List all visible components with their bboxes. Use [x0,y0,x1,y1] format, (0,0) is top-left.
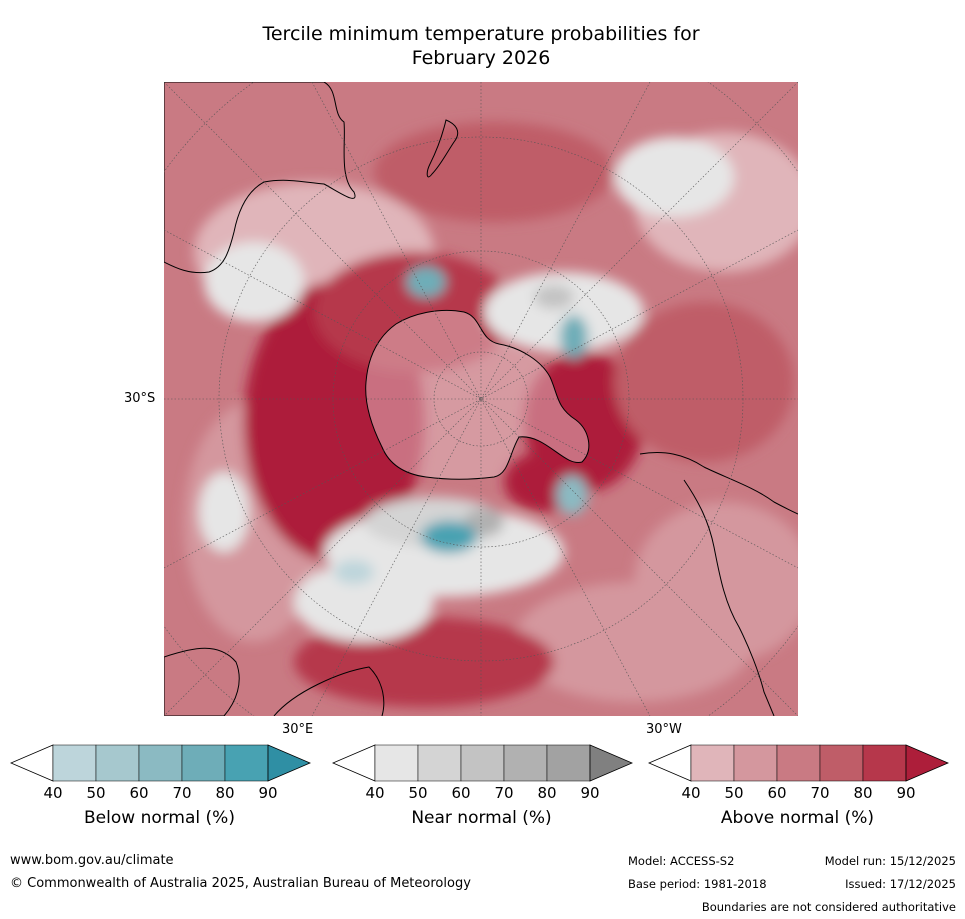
disclaimer-text: Boundaries are not considered authoritat… [701,900,956,914]
antarctica-outline [365,309,590,480]
colorbar-near-tick: 70 [494,784,514,802]
copyright-text: © Commonwealth of Australia 2025, Austra… [10,876,471,891]
colorbar-near-over [589,744,633,782]
issued-text: Issued: 17/12/2025 [845,877,956,891]
colorbar-above-over [905,744,949,782]
colorbar-below-segment [138,744,183,782]
colorbar-near-segment [374,744,419,782]
colorbar-above-segment [733,744,778,782]
lon-label-30e: 30°E [282,722,314,737]
colorbar-above-tick: 70 [810,784,830,802]
colorbar-below-tick: 50 [86,784,106,802]
model-text: Model: ACCESS-S2 [628,854,735,868]
colorbar-near [332,744,633,782]
colorbar-above-tick: 40 [681,784,701,802]
colorbar-below-tick: 90 [258,784,278,802]
colorbar-near-tick: 80 [537,784,557,802]
model-run-text: Model run: 15/12/2025 [824,854,956,868]
colorbar-below-tick: 60 [129,784,149,802]
colorbar-below-tick: 70 [172,784,192,802]
southern-africa-outline [273,666,385,716]
colorbar-near-segment [460,744,505,782]
colorbar-near-tick: 50 [408,784,428,802]
lon-label-30w: 30°W [646,722,682,737]
colorbar-below-tick: 40 [43,784,63,802]
colorbar-near-tick: 40 [365,784,385,802]
colorbar-above-title: Above normal (%) [720,808,875,828]
colorbar-near-segment [417,744,462,782]
lat-label-30s: 30°S [124,391,156,406]
colorbar-above-under [648,744,692,782]
colorbar-below-segment [52,744,97,782]
colorbar-below-title: Below normal (%) [84,808,235,828]
colorbar-near-title: Near normal (%) [411,808,552,828]
colorbar-near-tick: 60 [451,784,471,802]
colorbar-above-segment [862,744,907,782]
colorbar-below-segment [181,744,226,782]
colorbar-below-segment [224,744,269,782]
colorbar-above-segment [690,744,735,782]
map-svg [164,82,798,716]
colorbar-near-tick: 90 [580,784,600,802]
colorbar-above-tick: 80 [853,784,873,802]
colorbar-near-segment [546,744,591,782]
graticule [164,82,798,716]
map-title: Tercile minimum temperature probabilitie… [164,22,798,70]
colorbar-below-over [267,744,311,782]
polar-map [164,82,798,716]
africa-outline [164,647,240,716]
colorbar-below-segment [95,744,140,782]
base-period-text: Base period: 1981-2018 [628,877,767,891]
colorbar-near-segment [503,744,548,782]
colorbar-above-tick: 50 [724,784,744,802]
colorbar-below-under [10,744,54,782]
colorbar-above-segment [819,744,864,782]
colorbar-above-tick: 90 [896,784,916,802]
colorbar-below [10,744,311,782]
colorbar-above-segment [776,744,821,782]
probability-shading [184,122,798,707]
title-line-1: Tercile minimum temperature probabilitie… [262,23,700,45]
title-line-2: February 2026 [411,47,551,69]
colorbar-below-tick: 80 [215,784,235,802]
colorbar-above-tick: 60 [767,784,787,802]
new-zealand-outline [426,119,459,178]
south-america-outline [639,452,798,716]
colorbar-near-under [332,744,376,782]
website-link[interactable]: www.bom.gov.au/climate [10,853,174,868]
colorbar-above [648,744,949,782]
australia-outline [164,82,356,274]
